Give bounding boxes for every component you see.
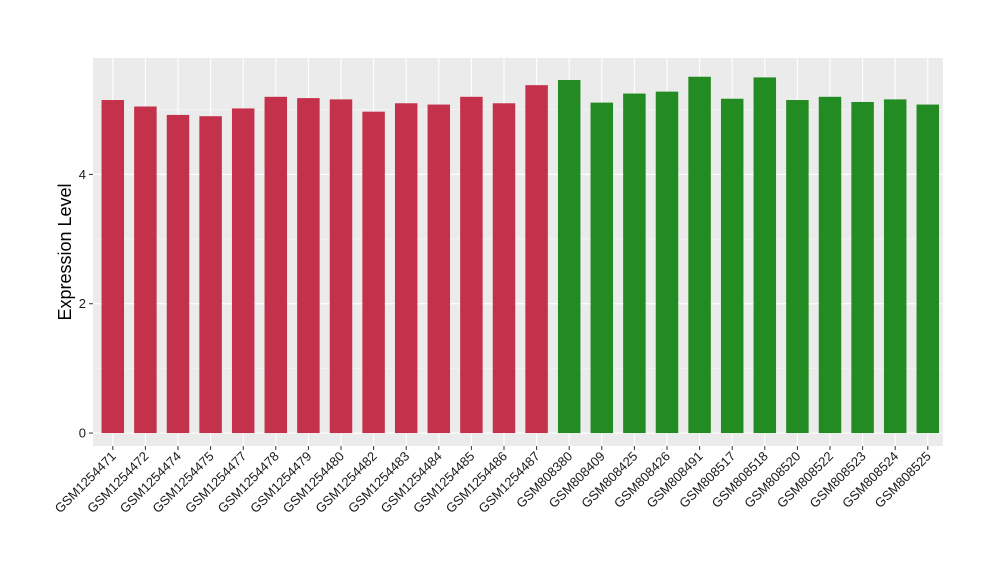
bar [460,96,483,434]
bar [786,100,809,434]
bar [297,98,320,434]
bar [231,108,255,434]
bar [394,103,418,434]
bar [525,85,548,434]
bar [623,93,646,434]
bar [590,102,614,434]
bar [720,98,744,434]
bar [655,91,679,434]
bar [818,96,842,434]
bar [851,101,874,434]
y-axis-title: Expression Level [55,183,75,320]
bar [362,111,385,434]
bar [427,104,451,434]
bar [557,79,581,434]
bar [264,96,288,434]
bar [199,116,222,434]
bar [688,76,711,434]
bar [134,106,157,434]
bar [916,104,940,434]
y-tick-label: 4 [79,167,86,182]
bar [753,77,777,434]
bar [492,103,516,434]
y-axis: 0 2 4 [79,167,93,441]
bar [101,100,125,434]
bar [883,99,907,434]
y-tick-label: 2 [79,296,86,311]
x-axis: GSM1254471GSM1254472GSM1254474GSM1254475… [52,446,934,516]
bar [166,114,190,434]
y-tick-label: 0 [79,426,86,441]
bars [101,76,940,434]
bar [329,99,353,434]
